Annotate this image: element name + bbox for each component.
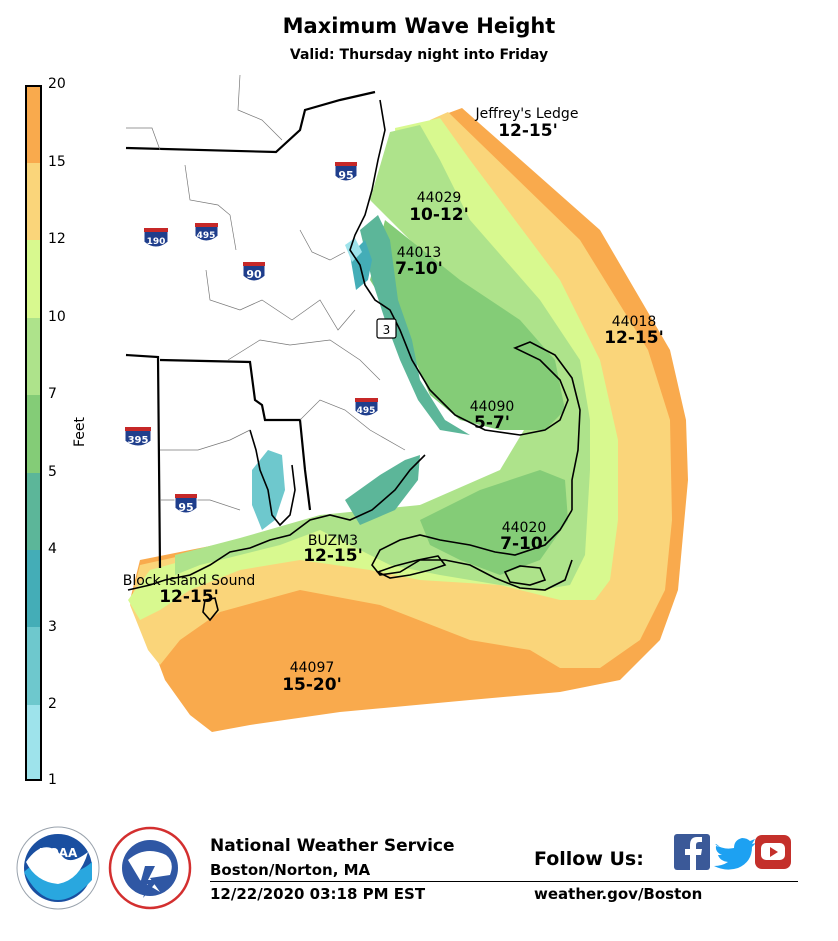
colorbar-band-12-15: [26, 163, 41, 240]
colorbar-band-5-7: [26, 395, 41, 473]
zone-4-5-buzzards: [345, 455, 420, 525]
island-marthas-vineyard: [375, 555, 447, 579]
border-ma-ri: [125, 353, 162, 569]
shield-label: 95: [178, 501, 193, 514]
coastline-cape-south: [371, 509, 573, 591]
coastline-buzzards: [127, 454, 426, 591]
colorbar-band-15-20: [26, 86, 41, 163]
shield-label: 3: [383, 323, 391, 337]
footer-follow-label: Follow Us:: [534, 848, 644, 870]
shield-label: 190: [147, 237, 166, 247]
shield-label: 95: [338, 169, 353, 182]
buoy-value: 12-15': [604, 328, 664, 348]
buoy-name: Block Island Sound: [123, 573, 256, 589]
buoy-value: 12-15': [303, 546, 363, 566]
map-subtitle: Valid: Thursday night into Friday: [289, 47, 549, 63]
buoy-name: 44097: [290, 660, 335, 676]
colorbar-band-4-5: [26, 473, 41, 550]
colorbar-tick: 3: [48, 619, 57, 635]
buoy-value: 7-10': [395, 259, 443, 279]
social-icons: [674, 834, 791, 870]
colorbar-frame: [25, 85, 42, 781]
border-ri-ma: [159, 358, 312, 511]
shield-i90: 90: [242, 261, 266, 282]
coastline: [127, 99, 581, 622]
youtube-icon[interactable]: [755, 835, 791, 869]
noaa-logo: NOAA: [16, 826, 100, 910]
state-borders: [125, 90, 376, 569]
shield-i190: 190: [143, 227, 169, 248]
colorbar-band-7-10: [26, 318, 41, 395]
coastline-north: [349, 99, 581, 510]
nws-logo: [108, 826, 192, 910]
buoy-name: BUZM3: [308, 533, 358, 549]
buoy-value: 12-15': [159, 587, 219, 607]
shield-i495-south: 495: [354, 397, 379, 417]
footer-office: Boston/Norton, MA: [210, 861, 371, 879]
colorbar-band-3-4: [26, 550, 41, 627]
colorbar-title: Feet: [72, 416, 88, 447]
buoy-value: 15-20': [282, 675, 342, 695]
colorbar-tick: 20: [48, 76, 66, 92]
shield-label: 495: [197, 231, 216, 241]
noaa-logo-text: NOAA: [39, 846, 78, 860]
shield-i95-south: 95: [174, 493, 198, 514]
buoy-name: 44018: [612, 314, 657, 330]
twitter-icon[interactable]: [714, 838, 756, 870]
footer-timestamp: 12/22/2020 03:18 PM EST: [210, 885, 426, 903]
footer-website-link[interactable]: weather.gov/Boston: [534, 885, 703, 903]
county-lines: [126, 74, 406, 511]
buoy-value: 12-15': [498, 121, 558, 141]
shield-i95-north: 95: [334, 161, 358, 182]
zone-5-7-sound: [420, 470, 568, 575]
shield-label: 90: [246, 268, 262, 281]
buoy-labels: Jeffrey's Ledge 12-15' 44029 10-12' 4401…: [123, 106, 664, 695]
buoy-name: 44013: [397, 245, 442, 261]
footer-divider: [210, 881, 798, 882]
buoy-value: 5-7': [474, 413, 510, 433]
island-block: [202, 597, 219, 622]
highway-shields: 95 190 495 90 3 495 395: [124, 161, 397, 514]
colorbar-tick: 7: [48, 386, 57, 402]
coastline-narragansett: [249, 429, 296, 527]
shield-i495-west: 495: [194, 222, 219, 242]
colorbar: [25, 85, 42, 781]
shield-label: 395: [128, 435, 149, 446]
buoy-value: 7-10': [500, 534, 548, 554]
buoy-name: Jeffrey's Ledge: [475, 106, 579, 122]
colorbar-band-10-12: [26, 240, 41, 318]
island-nantucket: [503, 565, 547, 586]
zone-1-2-harbor: [345, 238, 362, 262]
wave-height-shading: [128, 108, 688, 732]
zone-4-5-coast: [360, 215, 470, 435]
colorbar-tick: 1: [48, 772, 57, 788]
colorbar-tick: 2: [48, 696, 57, 712]
facebook-icon[interactable]: [674, 834, 710, 870]
buoy-name: 44020: [502, 520, 547, 536]
shield-route3: 3: [376, 318, 397, 339]
colorbar-tick: 12: [48, 231, 66, 247]
colorbar-tick: 5: [48, 464, 57, 480]
footer-agency: National Weather Service: [210, 836, 455, 856]
border-nh-ma: [125, 90, 376, 154]
colorbar-tick: 15: [48, 154, 66, 170]
buoy-name: 44090: [470, 399, 515, 415]
zone-5-7-bay: [370, 220, 565, 430]
colorbar-tick: 10: [48, 309, 66, 325]
shield-i395: 395: [124, 426, 152, 447]
buoy-name: 44029: [417, 190, 462, 206]
shield-label: 495: [357, 406, 376, 416]
colorbar-band-1-2: [26, 705, 41, 780]
map-title: Maximum Wave Height: [282, 14, 556, 38]
zone-7-10: [175, 125, 590, 590]
colorbar-tick: 4: [48, 541, 57, 557]
buoy-value: 10-12': [409, 205, 469, 225]
colorbar-band-2-3: [26, 627, 41, 705]
